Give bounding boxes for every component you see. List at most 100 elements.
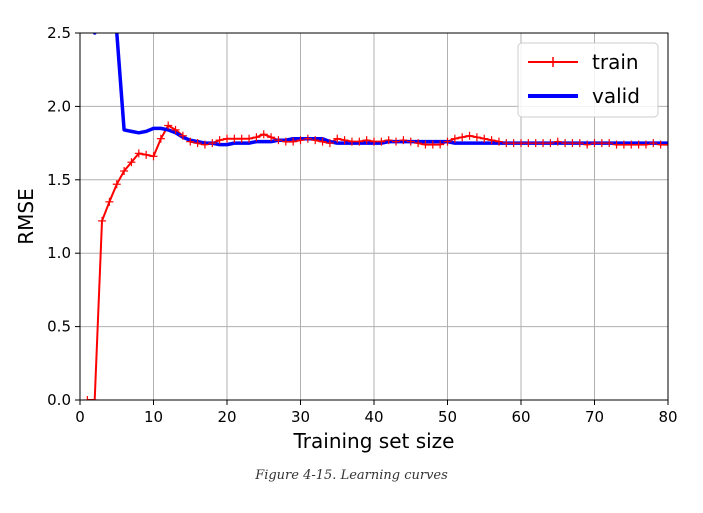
train-point: [156, 134, 165, 143]
train-point: [112, 180, 121, 189]
train-point: [406, 137, 415, 146]
train-point: [142, 150, 151, 159]
train-point: [634, 140, 643, 149]
train-point: [171, 125, 180, 134]
train-point: [230, 134, 239, 143]
y-tick-label: 2.5: [47, 24, 71, 42]
train-point: [649, 139, 658, 148]
train-point: [289, 137, 298, 146]
train-point: [443, 137, 452, 146]
train-point: [186, 137, 195, 146]
train-point: [325, 139, 334, 148]
train-point: [105, 197, 114, 206]
train-point: [245, 134, 254, 143]
train-point: [664, 140, 668, 149]
x-tick-label: 20: [217, 408, 236, 426]
train-point: [561, 139, 570, 148]
y-tick-label: 0.5: [47, 318, 71, 336]
train-point: [605, 139, 614, 148]
train-point: [421, 140, 430, 149]
y-tick-label: 1.5: [47, 171, 71, 189]
train-point: [568, 139, 577, 148]
train-line: [87, 124, 668, 400]
x-tick-label: 40: [364, 408, 383, 426]
train-point: [127, 158, 136, 167]
train-point: [274, 136, 283, 145]
train-point: [83, 396, 92, 400]
train-point: [539, 139, 548, 148]
train-point: [149, 152, 158, 161]
train-point: [612, 140, 621, 149]
train-point: [436, 140, 445, 149]
train-point: [619, 140, 628, 149]
train-point: [311, 136, 320, 145]
train-point: [208, 139, 217, 148]
train-point: [450, 134, 459, 143]
train-point: [355, 137, 364, 146]
train-point: [193, 139, 202, 148]
series-layer: [83, 33, 668, 400]
legend: train valid: [517, 42, 659, 118]
train-point: [120, 166, 129, 175]
legend-train-label: train: [592, 50, 639, 74]
train-point: [259, 130, 268, 139]
train-point: [267, 133, 276, 142]
train-point: [318, 137, 327, 146]
train-point: [590, 139, 599, 148]
train-point: [546, 139, 555, 148]
train-point: [223, 134, 231, 143]
train-point: [494, 137, 503, 146]
train-point: [347, 137, 356, 146]
train-point: [215, 136, 224, 145]
train-point: [303, 134, 312, 143]
train-point: [392, 137, 401, 146]
train-point: [575, 139, 584, 148]
y-tick-label: 1.0: [47, 244, 71, 262]
x-tick-label: 50: [438, 408, 457, 426]
train-point: [517, 139, 525, 148]
x-axis-label: Training set size: [293, 429, 455, 453]
train-point: [340, 136, 349, 145]
x-tick-label: 60: [511, 408, 530, 426]
train-point: [487, 136, 496, 145]
train-point: [480, 134, 489, 143]
x-tick-label: 30: [291, 408, 310, 426]
train-point: [178, 131, 187, 140]
train-point: [362, 136, 371, 145]
train-point: [333, 134, 342, 143]
train-point: [164, 121, 173, 130]
train-point: [458, 133, 467, 142]
train-point: [377, 137, 386, 146]
train-point: [370, 137, 378, 146]
train-point: [597, 139, 606, 148]
train-point: [524, 139, 533, 148]
train-point: [656, 140, 665, 149]
x-tick-label: 0: [75, 408, 85, 426]
train-point: [252, 133, 261, 142]
y-tick-label: 2.0: [47, 97, 71, 115]
train-point: [90, 396, 99, 400]
axis-ticks: 0 10 20 30 40 50 60 70 80 0.0 0.5 1.0 1.5 2.0 2.5: [47, 24, 677, 426]
train-point: [509, 139, 518, 148]
train-point: [531, 139, 540, 148]
train-point: [641, 140, 650, 149]
x-tick-label: 70: [585, 408, 604, 426]
y-axis-label: RMSE: [14, 188, 38, 244]
train-point: [553, 137, 562, 146]
train-point: [583, 140, 592, 149]
x-tick-label: 80: [658, 408, 677, 426]
train-point: [98, 216, 107, 225]
train-point: [200, 140, 209, 149]
train-point: [465, 131, 474, 140]
train-point: [399, 136, 408, 145]
train-point: [134, 149, 143, 158]
train-point: [281, 137, 290, 146]
figure-caption: Figure 4-15. Learning curves: [255, 468, 448, 483]
train-point: [472, 133, 481, 142]
train-point: [384, 136, 393, 145]
learning-curves-chart: 0 10 20 30 40 50 60 70 80 0.0 0.5 1.0 1.5 2.0 2.5 Trai…: [14, 24, 678, 453]
train-point: [296, 136, 305, 145]
x-tick-label: 10: [144, 408, 163, 426]
train-point: [428, 140, 437, 149]
legend-valid-label: valid: [592, 84, 640, 108]
